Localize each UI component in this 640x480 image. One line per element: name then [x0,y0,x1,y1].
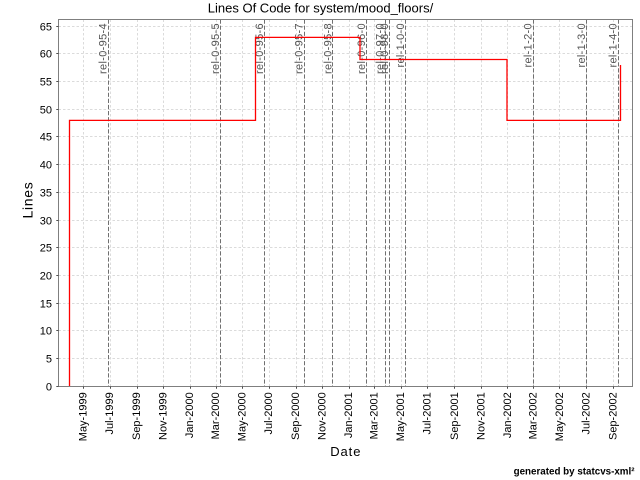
svg-text:rel-0-95-6: rel-0-95-6 [254,23,266,74]
svg-text:Nov-2001: Nov-2001 [475,392,487,440]
svg-text:rel-0-95-8: rel-0-95-8 [322,23,334,74]
svg-text:55: 55 [40,77,52,89]
svg-text:Jul-2000: Jul-2000 [263,392,275,434]
svg-text:Mar-2001: Mar-2001 [369,392,381,439]
svg-text:40: 40 [40,160,52,172]
svg-text:May-1999: May-1999 [78,392,90,441]
svg-text:May-2002: May-2002 [554,392,566,441]
svg-text:Jan-2000: Jan-2000 [184,392,196,438]
svg-text:generated by statcvs-xml²: generated by statcvs-xml² [514,467,636,478]
svg-text:Jan-2001: Jan-2001 [343,392,355,438]
svg-text:rel-0-95-4: rel-0-95-4 [98,23,110,74]
svg-text:May-2001: May-2001 [395,392,407,441]
svg-text:rel-0-98-0: rel-0-98-0 [379,23,391,74]
svg-text:Nov-2000: Nov-2000 [317,392,329,440]
svg-text:5: 5 [46,354,52,366]
svg-text:Sep-2000: Sep-2000 [290,392,302,440]
svg-text:50: 50 [40,105,52,117]
svg-text:rel-1-3-0: rel-1-3-0 [576,23,588,68]
svg-text:Lines Of Code for system/mood_: Lines Of Code for system/mood_floors/ [208,1,434,16]
svg-text:Jan-2002: Jan-2002 [502,392,514,438]
svg-text:rel-0-97-0: rel-0-97-0 [375,23,387,74]
svg-text:10: 10 [40,326,52,338]
svg-text:Jul-1999: Jul-1999 [104,392,116,434]
svg-text:rel-0-96-0: rel-0-96-0 [356,23,368,74]
svg-text:Mar-2000: Mar-2000 [210,392,222,439]
svg-text:0: 0 [46,382,52,394]
svg-text:Jul-2002: Jul-2002 [580,392,592,434]
svg-text:Sep-2002: Sep-2002 [607,392,619,440]
svg-text:60: 60 [40,49,52,61]
svg-text:May-2000: May-2000 [237,392,249,441]
svg-text:Sep-1999: Sep-1999 [131,392,143,440]
svg-text:Sep-2001: Sep-2001 [449,392,461,440]
svg-text:45: 45 [40,132,52,144]
svg-text:rel-1-0-0: rel-1-0-0 [395,23,407,68]
svg-text:25: 25 [40,243,52,255]
svg-text:35: 35 [40,188,52,200]
svg-text:Jul-2001: Jul-2001 [422,392,434,434]
svg-text:30: 30 [40,216,52,228]
svg-text:Lines: Lines [20,182,36,219]
svg-text:Mar-2002: Mar-2002 [527,392,539,439]
svg-text:rel-1-2-0: rel-1-2-0 [523,23,535,68]
svg-text:rel-0-95-7: rel-0-95-7 [294,23,306,74]
svg-text:20: 20 [40,271,52,283]
svg-text:65: 65 [40,22,52,34]
svg-text:15: 15 [40,299,52,311]
svg-text:rel-1-4-0: rel-1-4-0 [608,23,620,68]
svg-text:rel-0-95-5: rel-0-95-5 [210,23,222,74]
svg-text:Date: Date [330,444,361,459]
svg-text:Nov-1999: Nov-1999 [158,392,170,440]
